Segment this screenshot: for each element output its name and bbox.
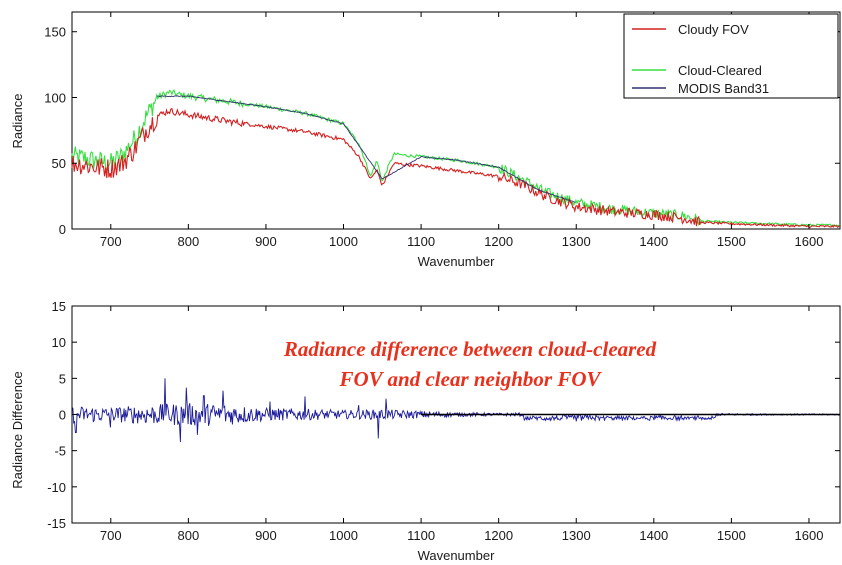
difference-series-group (71, 378, 841, 443)
radiance-x-tick-label: 700 (100, 234, 122, 249)
difference-ticks: 700 800 900 1000 1100 1200 1300 1400 1500 1600 -15… (47, 299, 840, 543)
radiance-y-axis-label: Radiance (10, 94, 25, 149)
legend-label-modis-band31: MODIS Band31 (678, 81, 769, 96)
radiance-ticks: 700 800 900 1000 1100 1200 1300 1400 1500 1600 0 50… (44, 12, 840, 249)
difference-x-tick-label: 1600 (795, 528, 824, 543)
radiance-x-tick-label: 1600 (795, 234, 824, 249)
difference-y-tick-label: 0 (59, 408, 66, 423)
legend-label-cloudy-fov: Cloudy FOV (678, 22, 749, 37)
radiance-x-tick-label: 1100 (407, 234, 435, 249)
radiance-x-tick-label: 1500 (717, 234, 746, 249)
series-line-modis-band31 (157, 95, 576, 203)
radiance-x-tick-label: 1300 (562, 234, 591, 249)
difference-x-tick-label: 1100 (407, 528, 435, 543)
difference-x-tick-label: 1500 (717, 528, 746, 543)
legend-box (623, 13, 839, 99)
radiance-x-tick-label: 1400 (639, 234, 668, 249)
difference-y-tick-label: -10 (47, 480, 66, 495)
difference-y-tick-label: 5 (59, 371, 66, 386)
radiance-y-tick-label: 150 (44, 25, 66, 40)
radiance-x-tick-label: 1000 (329, 234, 358, 249)
difference-y-tick-label: -15 (47, 516, 66, 531)
radiance-series-group (71, 89, 841, 229)
series-line-cloudy-fov (71, 107, 841, 229)
radiance-y-tick-label: 50 (52, 156, 66, 171)
difference-x-tick-label: 900 (255, 528, 277, 543)
radiance-panel: 700 800 900 1000 1100 1200 1300 1400 1500 1600 0 50… (10, 11, 841, 269)
radiance-x-axis-label: Wavenumber (418, 254, 495, 269)
difference-x-tick-label: 1000 (329, 528, 358, 543)
difference-y-tick-label: -5 (54, 444, 66, 459)
difference-x-tick-label: 700 (100, 528, 122, 543)
radiance-x-tick-label: 1200 (484, 234, 513, 249)
radiance-y-tick-label: 100 (44, 90, 66, 105)
difference-x-tick-label: 1300 (562, 528, 591, 543)
difference-x-axis-label: Wavenumber (418, 548, 495, 563)
difference-x-tick-label: 1400 (639, 528, 668, 543)
annotation-line-1: Radiance difference between cloud-cleare… (283, 337, 657, 361)
difference-y-axis-label: Radiance Difference (10, 371, 25, 489)
radiance-x-tick-label: 900 (255, 234, 277, 249)
difference-y-tick-label: 15 (52, 299, 66, 314)
radiance-x-tick-label: 800 (178, 234, 200, 249)
annotation-line-2: FOV and clear neighbor FOV (339, 367, 603, 391)
series-line-radiance-difference (71, 378, 841, 443)
radiance-y-tick-label: 0 (59, 222, 66, 237)
difference-x-tick-label: 1200 (484, 528, 513, 543)
legend-label-cloud-cleared: Cloud-Cleared (678, 63, 762, 78)
legend: Cloudy FOV Cloud-Cleared MODIS Band31 (623, 13, 839, 99)
difference-y-tick-label: 10 (52, 335, 66, 350)
difference-panel: 700 800 900 1000 1100 1200 1300 1400 1500 1600 -15… (10, 299, 841, 563)
difference-x-tick-label: 800 (178, 528, 200, 543)
